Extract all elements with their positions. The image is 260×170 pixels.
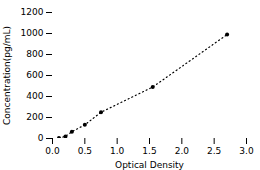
svg-text:2.5: 2.5: [207, 146, 221, 156]
svg-text:1.0: 1.0: [110, 146, 125, 156]
svg-text:200: 200: [26, 112, 43, 122]
svg-text:0.5: 0.5: [78, 146, 92, 156]
svg-text:1000: 1000: [21, 28, 44, 38]
svg-text:1.5: 1.5: [142, 146, 156, 156]
svg-text:1200: 1200: [21, 7, 44, 17]
svg-text:600: 600: [26, 70, 43, 80]
svg-text:2.0: 2.0: [175, 146, 190, 156]
svg-text:Concentration(pg/mL): Concentration(pg/mL): [2, 26, 12, 125]
svg-text:0: 0: [38, 133, 44, 143]
svg-text:3.0: 3.0: [239, 146, 254, 156]
svg-text:800: 800: [26, 49, 43, 59]
svg-text:0.0: 0.0: [45, 146, 60, 156]
svg-text:400: 400: [26, 91, 43, 101]
svg-text:Optical Density: Optical Density: [115, 160, 185, 170]
